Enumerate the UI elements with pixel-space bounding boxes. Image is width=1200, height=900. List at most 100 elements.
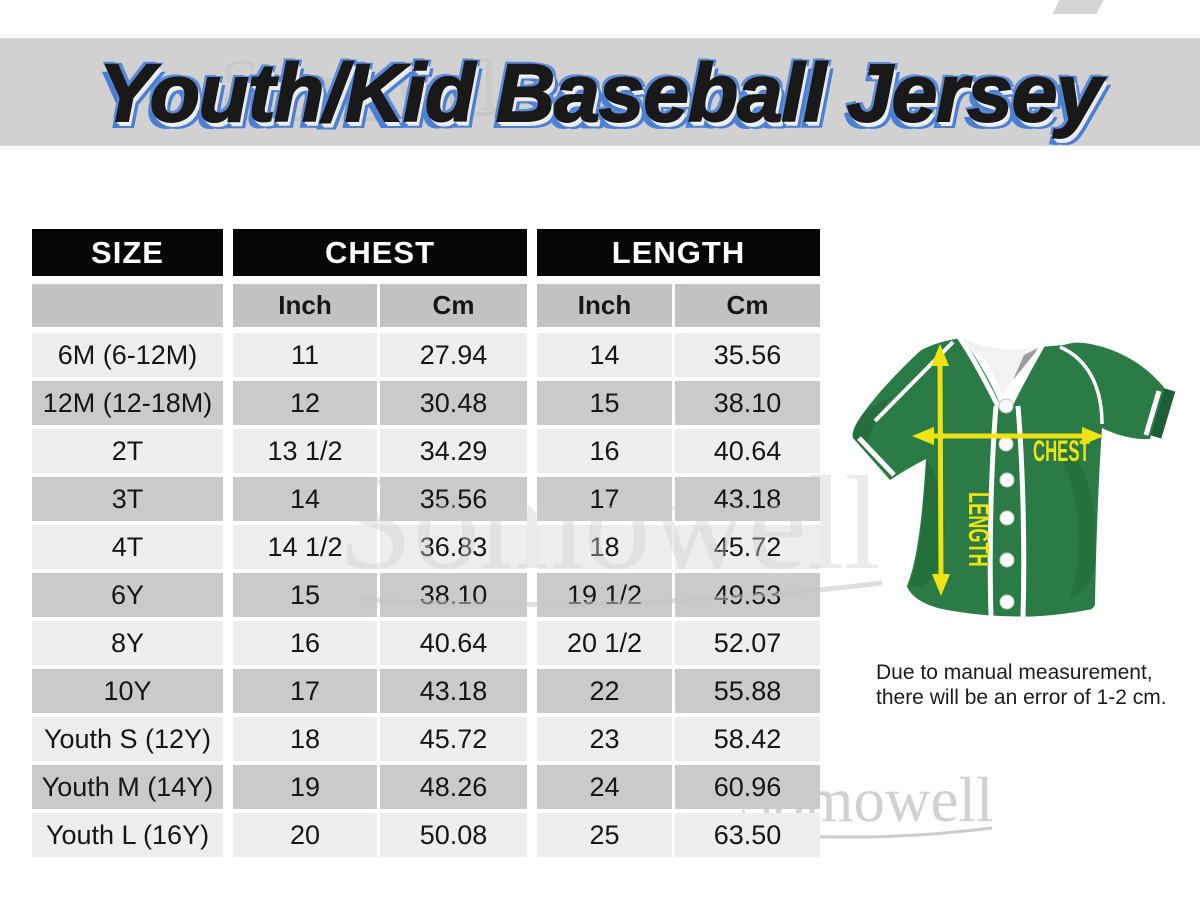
chest-inch-cell: 15 bbox=[233, 573, 377, 617]
length-cm-cell: 45.72 bbox=[675, 525, 820, 569]
table-row: 6M (6-12M) 11 27.94 14 35.56 bbox=[32, 333, 820, 377]
length-inch-cell: 19 1/2 bbox=[537, 573, 672, 617]
table-row: 10Y 17 43.18 22 55.88 bbox=[32, 669, 820, 713]
length-cm-cell: 40.64 bbox=[675, 429, 820, 473]
chest-inch-cell: 19 bbox=[233, 765, 377, 809]
header-chest: CHEST bbox=[233, 229, 527, 276]
length-inch-cell: 17 bbox=[537, 477, 672, 521]
chest-label: CHEST bbox=[1033, 435, 1090, 468]
chest-cm-cell: 38.10 bbox=[380, 573, 527, 617]
jersey-cuff-band-right bbox=[1150, 388, 1176, 439]
size-cell: Youth M (14Y) bbox=[32, 765, 223, 809]
length-cm-cell: 52.07 bbox=[675, 621, 820, 665]
measurement-note: Due to manual measurement, there will be… bbox=[876, 660, 1196, 710]
size-cell: 2T bbox=[32, 429, 223, 473]
table-body: 6M (6-12M) 11 27.94 14 35.56 12M (12-18M) 12 30… bbox=[32, 333, 820, 857]
unit-length-cm: Cm bbox=[675, 284, 820, 327]
jersey-hem-line bbox=[999, 609, 1091, 621]
table-row: 2T 13 1/2 34.29 16 40.64 bbox=[32, 429, 820, 473]
chest-cm-cell: 43.18 bbox=[380, 669, 527, 713]
header-size: SIZE bbox=[32, 229, 223, 276]
chest-cm-cell: 48.26 bbox=[380, 765, 527, 809]
size-cell: 3T bbox=[32, 477, 223, 521]
table-row: Youth S (12Y) 18 45.72 23 58.42 bbox=[32, 717, 820, 761]
chest-inch-cell: 17 bbox=[233, 669, 377, 713]
chest-inch-cell: 11 bbox=[233, 333, 377, 377]
jersey-cuff-stripe-left bbox=[857, 436, 896, 477]
chest-cm-cell: 34.29 bbox=[380, 429, 527, 473]
length-cm-cell: 49.53 bbox=[675, 573, 820, 617]
length-inch-cell: 23 bbox=[537, 717, 672, 761]
chest-inch-cell: 12 bbox=[233, 381, 377, 425]
jersey-placket-piping-right bbox=[1015, 405, 1027, 619]
jersey-collar-piping-right bbox=[1007, 342, 1046, 408]
size-cell: 4T bbox=[32, 525, 223, 569]
length-cm-cell: 58.42 bbox=[675, 717, 820, 761]
length-inch-cell: 20 1/2 bbox=[537, 621, 672, 665]
size-cell: 12M (12-18M) bbox=[32, 381, 223, 425]
chest-inch-cell: 14 1/2 bbox=[233, 525, 377, 569]
chest-inch-cell: 13 1/2 bbox=[233, 429, 377, 473]
unit-length-inch: Inch bbox=[537, 284, 672, 327]
size-cell: 6Y bbox=[32, 573, 223, 617]
table-row: 3T 14 35.56 17 43.18 bbox=[32, 477, 820, 521]
length-cm-cell: 60.96 bbox=[675, 765, 820, 809]
chest-inch-cell: 18 bbox=[233, 717, 377, 761]
note-line-2: there will be an error of 1-2 cm. bbox=[876, 686, 1167, 709]
size-cell: 10Y bbox=[32, 669, 223, 713]
length-inch-cell: 14 bbox=[537, 333, 672, 377]
header-length: LENGTH bbox=[537, 229, 820, 276]
chest-cm-cell: 40.64 bbox=[380, 621, 527, 665]
length-cm-cell: 43.18 bbox=[675, 477, 820, 521]
length-inch-cell: 24 bbox=[537, 765, 672, 809]
size-cell: Youth L (16Y) bbox=[32, 813, 223, 857]
length-arrow-line bbox=[937, 361, 944, 579]
length-label: LENGTH bbox=[962, 492, 994, 567]
size-cell: 8Y bbox=[32, 621, 223, 665]
measurement-arrows bbox=[912, 344, 1104, 596]
table-unit-row: Inch Cm Inch Cm bbox=[32, 284, 820, 327]
table-header-row: SIZE CHEST LENGTH bbox=[32, 229, 820, 276]
jersey-collar-shadow bbox=[1013, 347, 1040, 380]
chest-inch-cell: 20 bbox=[233, 813, 377, 857]
jersey-illustration: CHEST LENGTH bbox=[852, 333, 1176, 621]
chest-inch-cell: 14 bbox=[233, 477, 377, 521]
length-inch-cell: 25 bbox=[537, 813, 672, 857]
table-row: 12M (12-18M) 12 30.48 15 38.10 bbox=[32, 381, 820, 425]
jersey-shading-left bbox=[910, 459, 945, 588]
chest-cm-cell: 30.48 bbox=[380, 381, 527, 425]
table-row: 4T 14 1/2 36.83 18 45.72 bbox=[32, 525, 820, 569]
size-cell: 6M (6-12M) bbox=[32, 333, 223, 377]
length-inch-cell: 15 bbox=[537, 381, 672, 425]
chest-arrowhead-right bbox=[1082, 427, 1104, 445]
length-inch-cell: 18 bbox=[537, 525, 672, 569]
table-row: 8Y 16 40.64 20 1/2 52.07 bbox=[32, 621, 820, 665]
length-arrowhead-bottom bbox=[932, 574, 950, 596]
table-row: Youth M (14Y) 19 48.26 24 60.96 bbox=[32, 765, 820, 809]
length-inch-cell: 22 bbox=[537, 669, 672, 713]
chest-cm-cell: 36.83 bbox=[380, 525, 527, 569]
unit-blank bbox=[32, 284, 223, 327]
chest-inch-cell: 16 bbox=[233, 621, 377, 665]
length-cm-cell: 38.10 bbox=[675, 381, 820, 425]
jersey-collar-inside bbox=[962, 338, 1040, 396]
chest-cm-cell: 50.08 bbox=[380, 813, 527, 857]
jersey-raglan-seam-right bbox=[1059, 345, 1104, 425]
chest-cm-cell: 45.72 bbox=[380, 717, 527, 761]
length-inch-cell: 16 bbox=[537, 429, 672, 473]
jersey-cuff-stripe-right bbox=[1143, 390, 1162, 436]
jersey-shading-sleeve bbox=[852, 396, 892, 450]
scan-artifact bbox=[1052, 0, 1104, 14]
length-arrowhead-top bbox=[931, 344, 949, 366]
table-row: Youth L (16Y) 20 50.08 25 63.50 bbox=[32, 813, 820, 857]
page-title: Youth/Kid Baseball Jersey bbox=[98, 48, 1103, 139]
jersey-figure: CHEST LENGTH bbox=[850, 318, 1200, 656]
length-cm-cell: 35.56 bbox=[675, 333, 820, 377]
title-banner bbox=[0, 38, 1200, 146]
unit-chest-inch: Inch bbox=[233, 284, 377, 327]
table-row: 6Y 15 38.10 19 1/2 49.53 bbox=[32, 573, 820, 617]
size-table: SIZE CHEST LENGTH Inch Cm Inch Cm 6M (6-… bbox=[32, 229, 820, 861]
chest-cm-cell: 35.56 bbox=[380, 477, 527, 521]
jersey-collar-piping-left bbox=[955, 333, 1001, 408]
note-line-1: Due to manual measurement, bbox=[876, 661, 1153, 684]
